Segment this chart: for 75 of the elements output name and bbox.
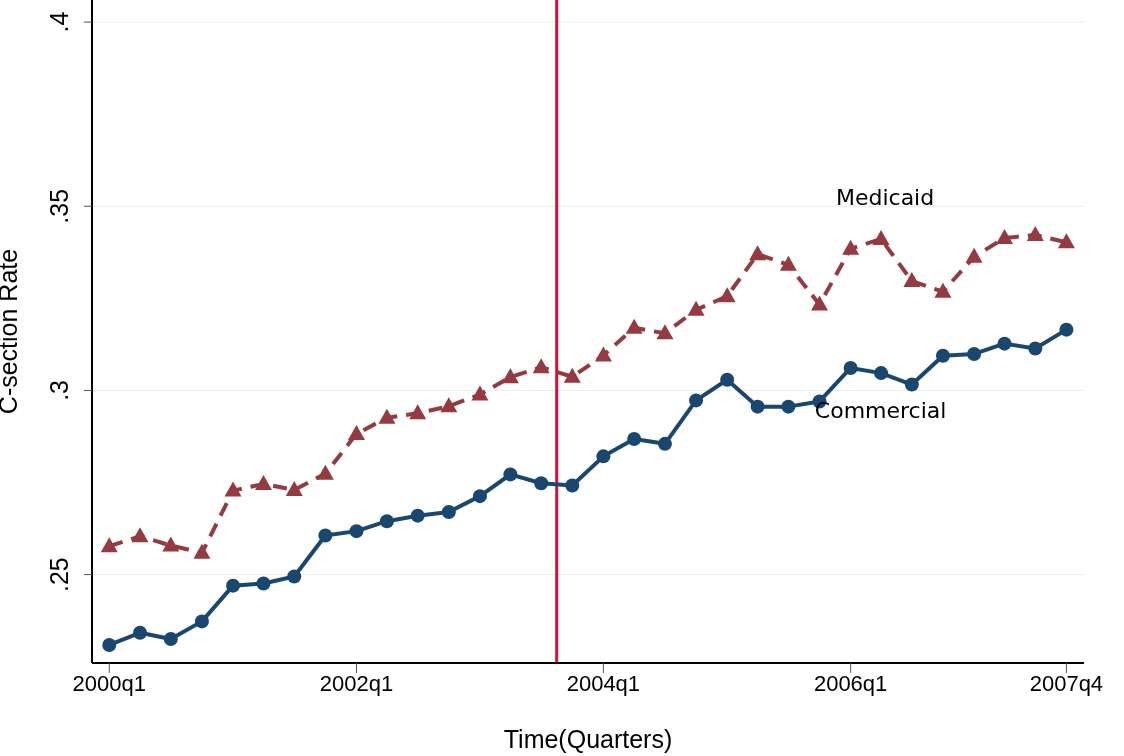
point	[193, 543, 211, 559]
point	[100, 537, 118, 553]
point	[347, 424, 365, 440]
point	[503, 467, 518, 482]
x-axis-title: Time(Quarters)	[503, 725, 673, 753]
x-tick-label: 2004q1	[566, 670, 641, 696]
point	[163, 632, 178, 647]
point	[378, 408, 396, 424]
point	[316, 464, 334, 480]
point	[194, 614, 209, 629]
point	[254, 474, 272, 490]
point	[718, 287, 736, 303]
point	[935, 348, 950, 363]
point	[996, 228, 1014, 244]
point	[287, 569, 302, 584]
point	[779, 255, 797, 271]
point	[471, 385, 489, 401]
y-tick-label: .3	[45, 380, 73, 401]
point	[131, 527, 149, 543]
point	[102, 637, 117, 652]
point	[872, 230, 890, 246]
point	[781, 399, 796, 414]
point	[349, 524, 364, 539]
point	[224, 481, 242, 497]
x-tick-label: 2000q1	[72, 670, 146, 696]
point	[596, 449, 611, 464]
point	[874, 366, 889, 381]
point	[656, 324, 674, 340]
point	[903, 272, 921, 288]
point	[409, 404, 427, 420]
point	[1059, 322, 1074, 337]
point	[843, 360, 858, 375]
point	[627, 432, 642, 447]
point	[472, 489, 487, 504]
point	[534, 476, 549, 491]
point	[410, 508, 425, 523]
point	[256, 576, 271, 591]
point	[904, 377, 919, 392]
point	[749, 245, 767, 261]
point	[133, 625, 148, 640]
series-label: Commercial	[814, 397, 947, 423]
point	[842, 239, 860, 255]
point	[811, 295, 829, 311]
point	[226, 578, 241, 593]
x-tick-label: 2002q1	[319, 670, 394, 696]
point	[318, 528, 333, 543]
point	[1057, 233, 1075, 249]
point	[563, 367, 581, 383]
point	[532, 358, 550, 374]
point	[441, 504, 456, 519]
point	[625, 318, 643, 334]
point	[1028, 341, 1043, 356]
point	[720, 372, 735, 387]
point	[967, 346, 982, 361]
point	[594, 346, 612, 362]
y-tick-label: .35	[45, 188, 73, 224]
point	[379, 514, 394, 529]
point	[934, 282, 952, 298]
point	[657, 436, 672, 451]
y-tick-label: .4	[45, 11, 73, 33]
series-label: Medicaid	[835, 185, 935, 211]
point	[689, 393, 704, 408]
point	[565, 478, 580, 493]
x-tick-label: 2007q4	[1029, 670, 1104, 696]
point	[501, 368, 519, 384]
point	[750, 399, 765, 414]
point	[687, 300, 705, 316]
point	[440, 397, 458, 413]
x-tick-label: 2006q1	[813, 670, 888, 696]
point	[965, 247, 983, 263]
y-tick-label: .25	[45, 557, 73, 592]
point	[285, 480, 303, 496]
point	[1026, 226, 1044, 241]
point	[997, 336, 1012, 351]
point	[162, 536, 180, 552]
